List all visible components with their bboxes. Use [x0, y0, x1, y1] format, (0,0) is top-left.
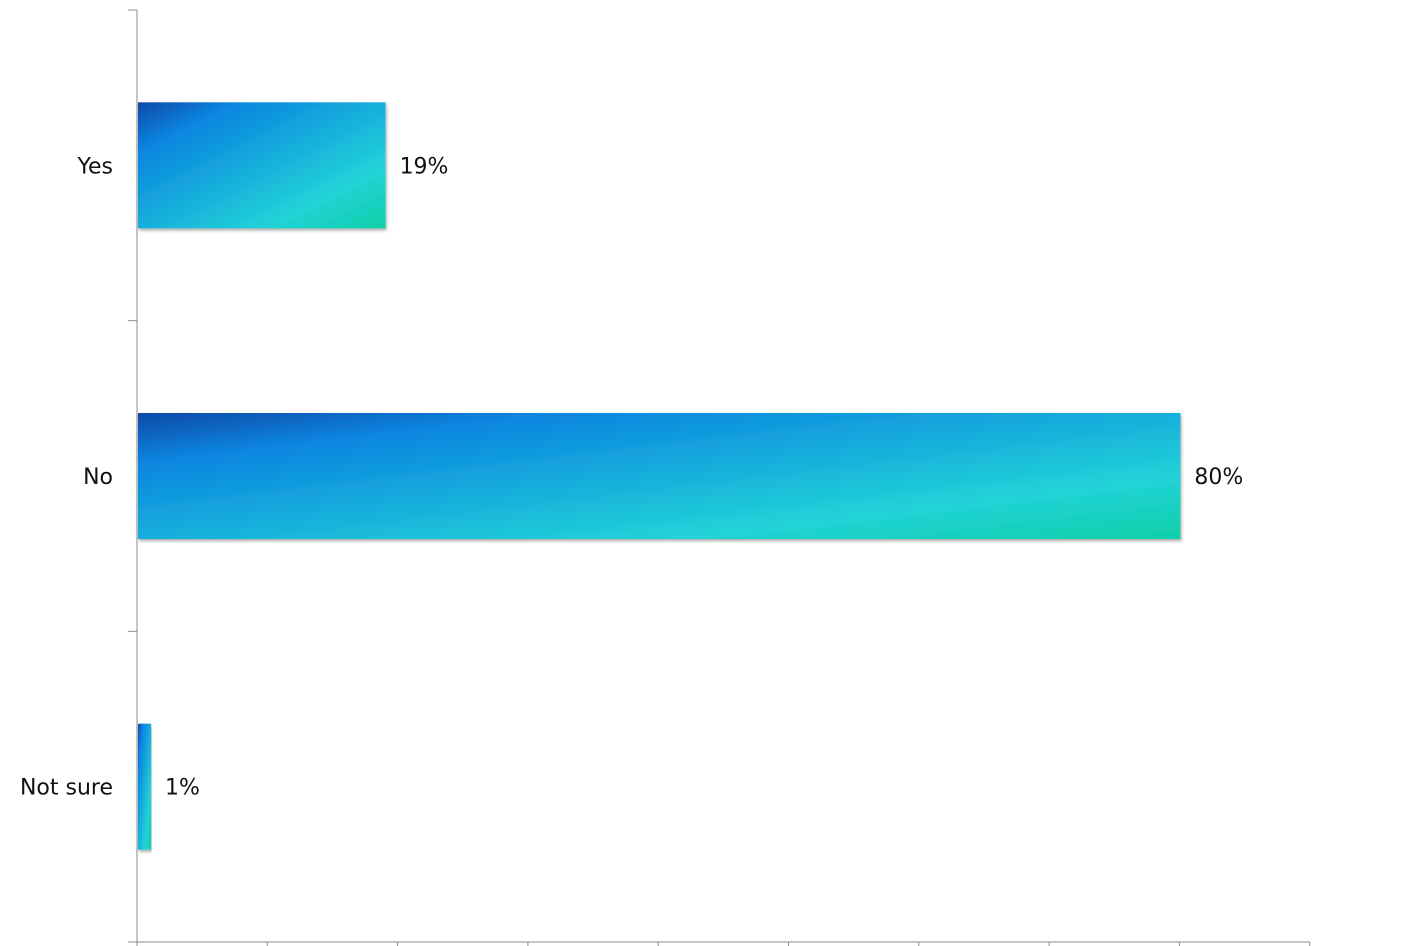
- labels: Yes 19% No 80% Not sure 1%: [20, 154, 1243, 800]
- bar-not-sure: [138, 723, 152, 850]
- category-label: Yes: [76, 154, 113, 179]
- data-label: 19%: [400, 154, 449, 179]
- axes: [128, 9, 1311, 946]
- category-label: Not sure: [20, 776, 113, 801]
- bar-no: [138, 413, 1181, 539]
- data-label: 80%: [1194, 465, 1243, 490]
- bar-yes: [138, 102, 386, 229]
- data-label: 1%: [165, 776, 200, 801]
- bars: [138, 102, 1181, 850]
- category-label: No: [83, 465, 113, 490]
